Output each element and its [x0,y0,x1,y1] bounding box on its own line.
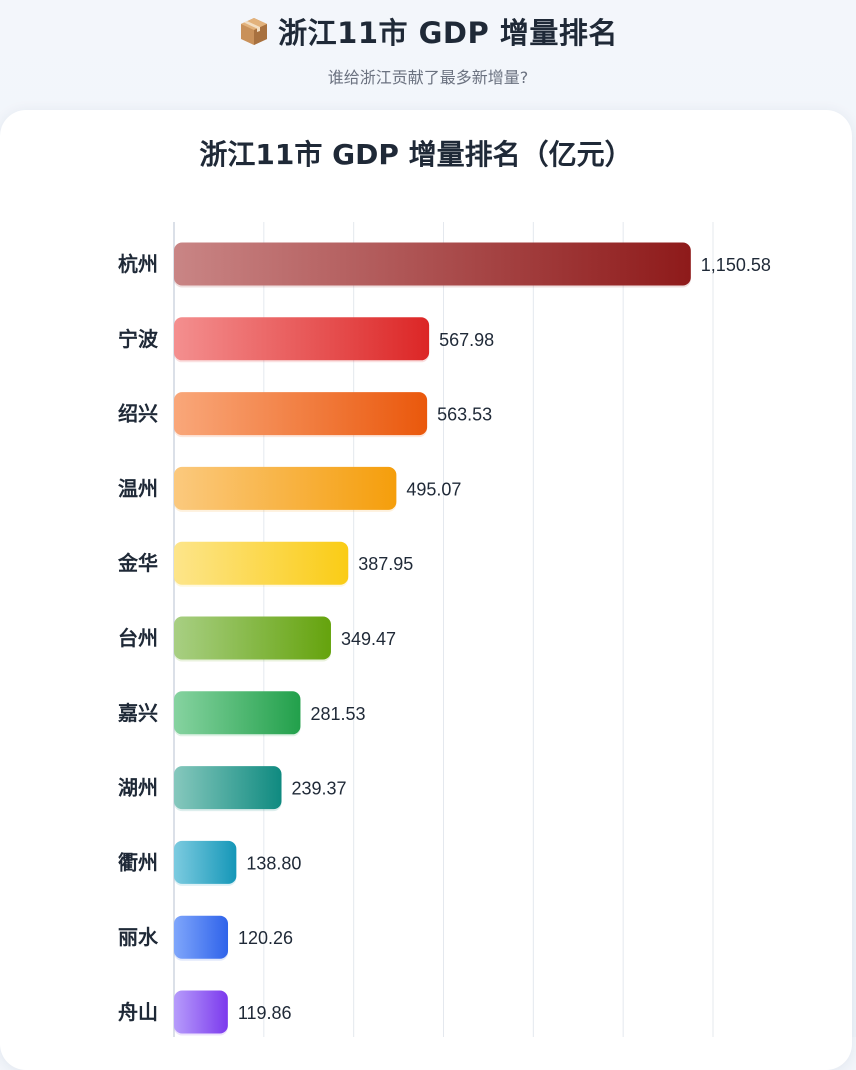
value-label: 239.37 [292,779,347,799]
category-label: 宁波 [118,327,159,351]
category-label: 湖州 [118,776,158,800]
bar [174,915,229,959]
value-label: 349.47 [341,629,396,649]
category-label: 绍兴 [118,402,158,426]
value-label: 138.80 [246,853,301,873]
category-label: 台州 [118,626,158,650]
value-label: 281.53 [310,704,365,724]
page-header: 浙江11市 GDP 增量排名 谁给浙江贡献了最多新增量? [0,0,856,110]
category-label: 舟山 [118,1000,158,1024]
value-label: 387.95 [358,554,413,574]
bar [174,541,349,585]
bars [174,242,691,1036]
chart-title: 浙江11市 GDP 增量排名（亿元） [199,138,632,171]
category-label: 金华 [117,551,158,575]
labels: 杭州 1,150.58 宁波 567.98 绍兴 563.53 温州 495.07 金华 387.… [117,252,771,1024]
category-label: 杭州 [118,252,158,276]
value-label: 563.53 [437,405,492,425]
category-label: 嘉兴 [117,701,158,725]
value-label: 1,150.58 [701,255,771,275]
chart-card: 浙江11市 GDP 增量排名（亿元） 杭州 1,150.58 宁波 567.98 绍兴 5… [0,110,852,1070]
page-title-text: 浙江11市 GDP 增量排名 [278,16,618,50]
value-label: 119.86 [238,1003,292,1023]
bar [174,766,282,810]
bar [174,242,691,286]
category-label: 温州 [118,476,158,500]
value-label: 120.26 [238,928,293,948]
bar [174,840,237,884]
category-label: 衢州 [118,850,158,874]
bar [174,392,428,436]
bar [174,317,430,361]
bar [174,990,228,1034]
bar [174,691,301,735]
page-title: 浙江11市 GDP 增量排名 [0,10,856,54]
bar [174,616,331,660]
value-label: 567.98 [439,330,494,350]
bar [174,466,397,510]
value-label: 495.07 [406,479,461,499]
category-label: 丽水 [118,925,159,949]
page-subtitle: 谁给浙江贡献了最多新增量? [327,68,529,87]
gdp-increment-bar-chart: 浙江11市 GDP 增量排名（亿元） 杭州 1,150.58 宁波 567.98 绍兴 5… [117,138,771,1037]
package-icon [238,15,270,54]
